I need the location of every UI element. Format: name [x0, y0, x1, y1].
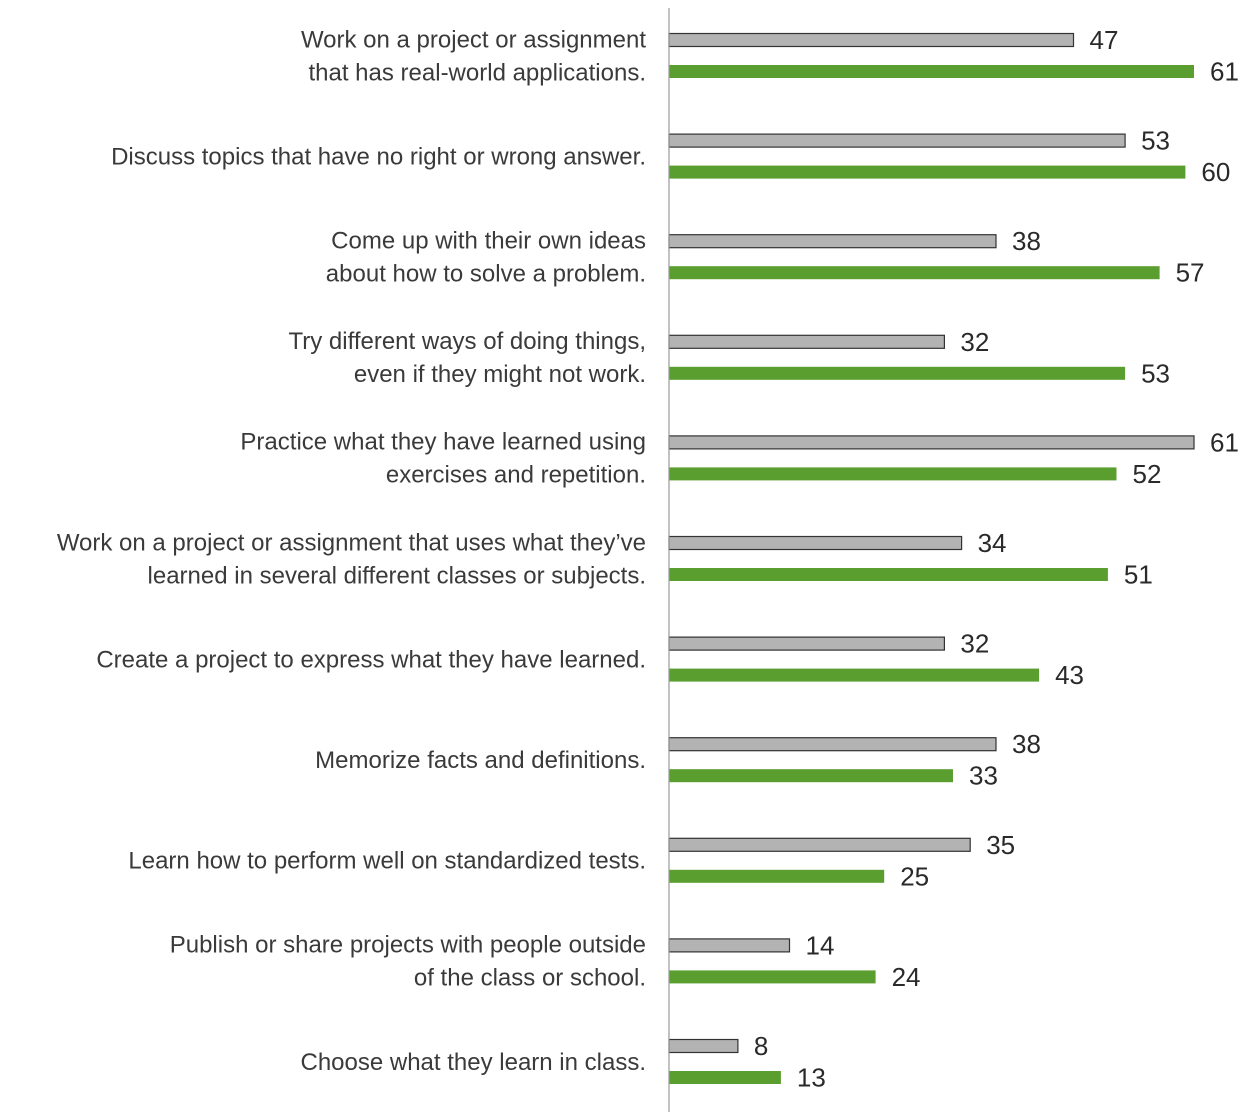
- value-label: 35: [986, 830, 1015, 860]
- category-label-line: Memorize facts and definitions.: [315, 747, 646, 774]
- bar-green: [669, 869, 885, 883]
- bar-gray: [668, 234, 997, 249]
- value-label: 60: [1201, 157, 1230, 187]
- value-label: 57: [1176, 258, 1205, 288]
- value-label: 32: [960, 327, 989, 357]
- bar-green: [669, 970, 876, 984]
- value-label: 33: [969, 761, 998, 791]
- value-label: 47: [1090, 25, 1119, 55]
- category-label-line: exercises and repetition.: [386, 462, 646, 489]
- bar-gray: [668, 837, 971, 852]
- bar-green: [669, 1071, 781, 1084]
- category-label-line: Come up with their own ideas: [331, 227, 646, 254]
- bar-gray: [668, 133, 1126, 148]
- bar-green: [669, 668, 1040, 682]
- bar-green: [669, 65, 1194, 78]
- category-label: Work on a project or assignment that has …: [301, 26, 646, 86]
- value-label: 53: [1141, 358, 1170, 388]
- category-label: Discuss topics that have no right or wro…: [111, 143, 646, 170]
- bar-gray: [668, 737, 997, 752]
- category-label: Come up with their own ideas about how to…: [326, 227, 646, 287]
- bar-green: [669, 266, 1160, 280]
- bars-layer: [668, 32, 1195, 1084]
- category-label-line: Learn how to perform well on standardize…: [128, 848, 646, 875]
- value-label: 14: [806, 930, 835, 960]
- category-label-line: Create a project to express what they ha…: [96, 646, 646, 673]
- category-label: Publish or share projects with people ou…: [170, 932, 646, 992]
- value-label: 24: [892, 962, 921, 992]
- category-label-line: Publish or share projects with people ou…: [170, 932, 646, 959]
- category-label-line: Try different ways of doing things,: [288, 328, 646, 355]
- category-label-line: even if they might not work.: [354, 361, 646, 388]
- category-label: Memorize facts and definitions.: [315, 747, 646, 774]
- value-label: 53: [1141, 126, 1170, 156]
- category-label: Learn how to perform well on standardize…: [128, 848, 646, 875]
- category-label-line: Work on a project or assignment: [301, 26, 646, 53]
- category-label: Practice what they have learned using exe…: [240, 429, 646, 489]
- value-label: 8: [754, 1031, 768, 1061]
- category-label-line: learned in several different classes or …: [148, 562, 646, 589]
- bar-gray: [668, 435, 1195, 450]
- value-label: 25: [900, 861, 929, 891]
- category-label-line: Practice what they have learned using: [240, 429, 646, 456]
- value-label: 34: [978, 528, 1007, 558]
- bar-green: [669, 165, 1186, 179]
- value-label: 61: [1210, 427, 1239, 457]
- category-label-line: Discuss topics that have no right or wro…: [111, 143, 646, 170]
- bar-gray: [668, 32, 1075, 48]
- value-label: 38: [1012, 729, 1041, 759]
- category-labels-layer: Work on a project or assignment that has …: [57, 26, 647, 1076]
- bar-gray: [668, 535, 963, 551]
- category-label: Try different ways of doing things, even …: [288, 328, 646, 388]
- category-label-line: of the class or school.: [414, 965, 646, 992]
- category-label-line: that has real-world applications.: [308, 59, 646, 86]
- bar-green: [669, 467, 1117, 481]
- value-label: 61: [1210, 57, 1239, 87]
- value-label: 38: [1012, 226, 1041, 256]
- bar-green: [669, 769, 953, 783]
- category-label: Create a project to express what they ha…: [96, 646, 646, 673]
- category-label: Work on a project or assignment that use…: [57, 529, 646, 589]
- bar-gray: [668, 1038, 739, 1054]
- category-label-line: Work on a project or assignment that use…: [57, 529, 646, 556]
- category-label-line: Choose what they learn in class.: [300, 1049, 646, 1076]
- bar-green: [669, 366, 1126, 380]
- value-label: 13: [797, 1063, 826, 1093]
- category-label-line: about how to solve a problem.: [326, 260, 646, 287]
- bar-gray: [668, 636, 945, 651]
- value-label: 43: [1055, 660, 1084, 690]
- bar-gray: [668, 334, 945, 349]
- category-label: Choose what they learn in class.: [300, 1049, 646, 1076]
- bar-gray: [668, 938, 791, 953]
- value-label: 52: [1133, 459, 1162, 489]
- value-label: 32: [960, 629, 989, 659]
- bar-green: [669, 568, 1108, 581]
- value-labels-layer: 47 61 53 60 38 57 32 53 61 52 34 51 32 43 38 33 35 25 14 24…: [754, 25, 1239, 1093]
- value-label: 51: [1124, 560, 1153, 590]
